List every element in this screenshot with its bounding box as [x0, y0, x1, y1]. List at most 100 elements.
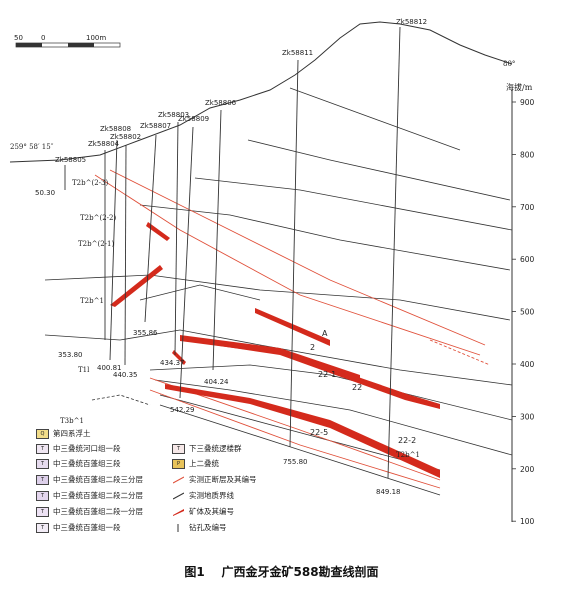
borehole-id: Zk58809 [178, 115, 209, 123]
borehole-depth: 400.81 [97, 364, 122, 372]
strata-label: T2b^1 [80, 297, 104, 305]
legend-label: 第四系浮土 [53, 429, 91, 438]
legend-label: 中三叠统百蓬组三段 [53, 459, 121, 468]
terrain-profile [9, 21, 513, 163]
axis-tick-label: 800 [520, 150, 535, 159]
strata-label: T3b^1 [60, 417, 84, 425]
scale-label: 100m [86, 34, 107, 42]
strata-labels: T2b^(2-3) T2b^(2-2) T2b^(2-1) T2b^1 T1l T3b^1… [60, 179, 420, 459]
scale-bar [15, 42, 121, 48]
ore-body [110, 265, 163, 307]
ore-body [200, 338, 440, 409]
borehole-depth: 50.30 [35, 189, 55, 197]
legend-label: 实测正断层及其编号 [189, 475, 257, 484]
boundary-line [154, 379, 513, 456]
figure-caption: 图1 广西金牙金矿588勘查线剖面 [0, 563, 563, 580]
legend-label: 上二叠统 [189, 459, 219, 468]
borehole-id: Zk58811 [282, 49, 313, 57]
borehole-id: Zk58806 [205, 99, 237, 107]
boundary-line [159, 404, 441, 496]
boundary-line [247, 139, 511, 201]
caption-text: 广西金牙金矿588勘查线剖面 [221, 565, 379, 579]
axis-tick-label: 500 [520, 308, 535, 317]
legend-label: 中三叠统百蓬组二段二分层 [53, 491, 143, 500]
borehole-depth: 849.18 [376, 488, 401, 496]
borehole-id: Zk58805 [55, 156, 86, 164]
ore-body [172, 350, 186, 365]
strata-label: T2b^(2-1) [78, 240, 114, 248]
ore-legend-icon [172, 506, 185, 517]
fault-line [109, 169, 486, 346]
boundary-line [44, 274, 511, 321]
fault-line [149, 377, 441, 481]
axis-tick-label: 200 [520, 465, 535, 474]
legend-swatch: T [36, 458, 49, 469]
axis-tick-label: 300 [520, 412, 535, 421]
legend-item: T 中三叠统百蓬组一段 [36, 522, 121, 533]
scale-label: 50 [14, 34, 23, 42]
legend-item: T 中三叠统百蓬组二段三分层 [36, 474, 143, 485]
legend-label: 中三叠统百蓬组一段 [53, 523, 121, 532]
legend-label: 下三叠统逻楼群 [189, 444, 242, 453]
borehole-line [179, 126, 194, 399]
legend-label: 实测地质界线 [189, 491, 234, 500]
borehole-line [109, 139, 118, 361]
ore-body-label: 22-1 [318, 370, 336, 379]
boundary-line [139, 284, 261, 301]
legend-label: 钻孔及编号 [189, 523, 227, 532]
ore-body-label: 22 [352, 383, 362, 392]
elevation-axis-title: 海拔/m [506, 83, 533, 92]
borehole-id: Zk58802 [110, 133, 141, 141]
borehole-line [387, 26, 401, 479]
legend-swatch: T [36, 522, 49, 533]
borehole-id: Zk58808 [100, 125, 131, 133]
legend-item: P 上二叠统 [172, 458, 219, 469]
borehole-depth: 440.35 [113, 371, 138, 379]
boundary-line [194, 177, 513, 231]
ore-body [165, 384, 440, 478]
boundary-line [44, 329, 513, 386]
legend-swatch: T [36, 506, 49, 517]
strata-label: T2b^1 [396, 451, 420, 459]
fault-legend-icon [172, 474, 185, 485]
legend-label: 矿体及其编号 [189, 507, 234, 516]
ore-body [146, 222, 170, 241]
strata-label: T1l [78, 366, 90, 374]
legend-swatch: T [36, 474, 49, 485]
strata-label: T2b^(2-3) [72, 179, 108, 187]
legend-label: 中三叠统河口组一段 [53, 444, 121, 453]
borehole-line [289, 59, 299, 448]
ore-body-label: 2 [310, 343, 315, 352]
borehole-legend-icon [172, 522, 185, 533]
fault-lines [94, 169, 491, 489]
ore-body-label: 22-2 [398, 436, 416, 445]
fault-line [94, 174, 481, 356]
strata-label: T2b^(2-2) [80, 214, 116, 222]
borehole-depth: 755.80 [283, 458, 308, 466]
borehole-depth: 355.86 [133, 329, 158, 337]
ore-body-label: A [322, 329, 328, 338]
legend-item: Q 第四系浮土 [36, 428, 91, 439]
axis-tick-label: 600 [520, 255, 535, 264]
axis-tick-label: 100 [520, 517, 535, 526]
fault-line [149, 389, 441, 489]
borehole-depth: 353.80 [58, 351, 83, 359]
legend-item: T 中三叠统百蓬组二段一分层 [36, 506, 143, 517]
bearing-left: 259° 58′ 15″ [10, 143, 54, 151]
boundary-legend-icon [172, 490, 185, 501]
legend-item: 矿体及其编号 [172, 506, 234, 517]
fault-line [429, 339, 491, 366]
borehole-id: Zk58804 [88, 140, 120, 148]
boundary-line [289, 87, 461, 151]
boreholes [64, 26, 401, 479]
borehole-id: Zk58807 [140, 122, 171, 130]
borehole-depth: 434.37 [160, 359, 185, 367]
axis-tick-label: 900 [520, 98, 535, 107]
ore-body-labels: A2 22-1 22 22-5 22-2 [310, 329, 416, 445]
borehole-depth: 404.24 [204, 378, 229, 386]
borehole-line [124, 144, 127, 366]
legend-item: T 中三叠统百蓬组三段 [36, 458, 121, 469]
